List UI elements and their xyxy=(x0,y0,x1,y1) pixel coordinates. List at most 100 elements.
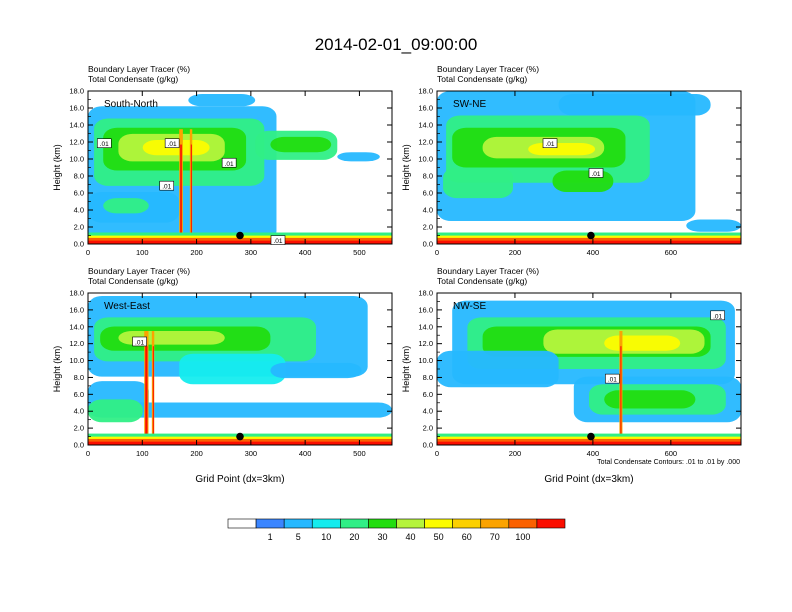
cloud-patch xyxy=(604,390,696,409)
contour-label: .01 xyxy=(168,141,177,148)
y-tick-label: 0.0 xyxy=(74,441,84,450)
colorbar-label: 1 xyxy=(268,532,273,542)
y-tick-label: 8.0 xyxy=(423,373,433,382)
contour-label: .01 xyxy=(135,339,144,346)
tracer-column-core xyxy=(190,144,192,244)
cloud-patch xyxy=(179,353,286,385)
y-tick-label: 18.0 xyxy=(418,289,433,298)
panel-title: NW-SE xyxy=(453,301,486,312)
colorbar-swatch xyxy=(508,518,538,529)
figure-title: 2014-02-01_09:00:00 xyxy=(315,35,478,54)
panels: 0.0 2.0 4.0 6.0 8.0 10.0 12.0 14.0 16.0 18.0 0 100 2… xyxy=(52,64,742,485)
cloud-patch xyxy=(188,94,256,107)
panel-caption-line2: Total Condensate (g/kg) xyxy=(437,276,527,286)
cloud-patch xyxy=(337,152,380,162)
y-tick-label: 0.0 xyxy=(423,240,433,249)
colorbar-swatch xyxy=(255,518,285,529)
y-tick-label: 16.0 xyxy=(69,305,84,314)
contour-label-box xyxy=(159,180,175,191)
colorbar-label: 5 xyxy=(296,532,301,542)
field-3 xyxy=(88,296,392,445)
boundary-layer-band xyxy=(437,240,741,244)
tracer-column-core xyxy=(180,144,182,244)
cloud-patch xyxy=(270,136,332,153)
panel-caption-line2: Total Condensate (g/kg) xyxy=(437,74,527,84)
x-tick-label: 500 xyxy=(353,449,366,458)
colorbar-swatch xyxy=(396,518,425,529)
y-tick-label: 14.0 xyxy=(69,322,84,331)
x-tick-label: 0 xyxy=(435,449,439,458)
y-tick-label: 18.0 xyxy=(418,87,433,96)
x-tick-label: 400 xyxy=(587,449,600,458)
y-tick-label: 12.0 xyxy=(418,138,433,147)
y-tick-label: 6.0 xyxy=(74,189,84,198)
contour-label-box xyxy=(710,310,725,321)
x-axis-label: Grid Point (dx=3km) xyxy=(195,474,284,485)
colorbar-swatch xyxy=(283,518,313,529)
x-tick-label: 200 xyxy=(509,248,522,257)
y-tick-label: 4.0 xyxy=(74,407,84,416)
panel-caption-line1: Boundary Layer Tracer (%) xyxy=(88,266,190,276)
y-axis-label: Height (km) xyxy=(401,144,411,191)
y-tick-label: 0.0 xyxy=(74,240,84,249)
colorbar-label: 70 xyxy=(490,532,500,542)
y-tick-label: 16.0 xyxy=(418,305,433,314)
panel-2: 0.0 2.0 4.0 6.0 8.0 10.0 12.0 14.0 16.0 18.0 0 200 4… xyxy=(401,64,742,257)
y-tick-label: 14.0 xyxy=(418,322,433,331)
colorbar-swatch xyxy=(311,518,341,529)
contour-label-box xyxy=(588,168,604,178)
cloud-patch xyxy=(88,402,392,418)
colorbar-swatch xyxy=(340,518,369,529)
panel-caption-line2: Total Condensate (g/kg) xyxy=(88,74,178,84)
contour-label: .01 xyxy=(225,161,234,168)
panel-caption-line1: Boundary Layer Tracer (%) xyxy=(437,266,539,276)
panel-3: 0.0 2.0 4.0 6.0 8.0 10.0 12.0 14.0 16.0 18.0 0 100 2… xyxy=(52,266,393,485)
x-tick-label: 400 xyxy=(587,248,600,257)
cloud-patch xyxy=(604,335,681,351)
colorbar: 1 5 10 20 30 40 50 60 70 100 xyxy=(227,518,566,542)
boundary-layer-band xyxy=(437,441,741,445)
x-tick-label: 100 xyxy=(136,449,149,458)
y-tick-label: 10.0 xyxy=(69,356,84,365)
y-axis-label: Height (km) xyxy=(52,346,62,393)
contour-note: Total Condensate Contours: .01 to .01 by… xyxy=(597,459,740,466)
boundary-layer-band xyxy=(88,441,392,445)
y-tick-label: 12.0 xyxy=(418,339,433,348)
x-tick-label: 200 xyxy=(190,248,203,257)
y-tick-label: 14.0 xyxy=(418,121,433,130)
colorbar-label: 100 xyxy=(515,532,530,542)
y-tick-label: 6.0 xyxy=(423,189,433,198)
y-tick-label: 4.0 xyxy=(423,206,433,215)
contour-label-box xyxy=(164,138,180,148)
contour-label-box xyxy=(96,138,112,148)
y-tick-label: 2.0 xyxy=(423,223,433,232)
location-marker xyxy=(587,432,595,441)
x-tick-label: 200 xyxy=(509,449,522,458)
cloud-patch xyxy=(686,219,741,232)
cloud-patch xyxy=(88,399,143,423)
y-axis-label: Height (km) xyxy=(401,346,411,393)
x-tick-label: 500 xyxy=(353,248,366,257)
y-tick-label: 12.0 xyxy=(69,339,84,348)
x-tick-label: 0 xyxy=(435,248,439,257)
colorbar-label: 50 xyxy=(434,532,444,542)
cloud-patch xyxy=(437,350,559,388)
y-tick-label: 10.0 xyxy=(418,155,433,164)
location-marker xyxy=(236,231,244,240)
panel-title: South-North xyxy=(104,99,158,110)
x-tick-label: 200 xyxy=(190,449,203,458)
panel-caption-line1: Boundary Layer Tracer (%) xyxy=(437,64,539,74)
contour-label: .01 xyxy=(162,184,171,191)
contour-label: .01 xyxy=(608,377,617,384)
panel-title: West-East xyxy=(104,301,150,312)
y-tick-label: 18.0 xyxy=(69,289,84,298)
contour-label: .01 xyxy=(100,141,109,148)
panel-caption-line1: Boundary Layer Tracer (%) xyxy=(88,64,190,74)
colorbar-swatch xyxy=(480,518,510,529)
panel-1: 0.0 2.0 4.0 6.0 8.0 10.0 12.0 14.0 16.0 18.0 0 100 2… xyxy=(52,64,393,257)
cloud-patch xyxy=(443,167,513,199)
y-tick-label: 2.0 xyxy=(74,223,84,232)
boundary-layer-band xyxy=(88,240,392,244)
y-tick-label: 2.0 xyxy=(423,424,433,433)
x-tick-label: 0 xyxy=(86,248,90,257)
